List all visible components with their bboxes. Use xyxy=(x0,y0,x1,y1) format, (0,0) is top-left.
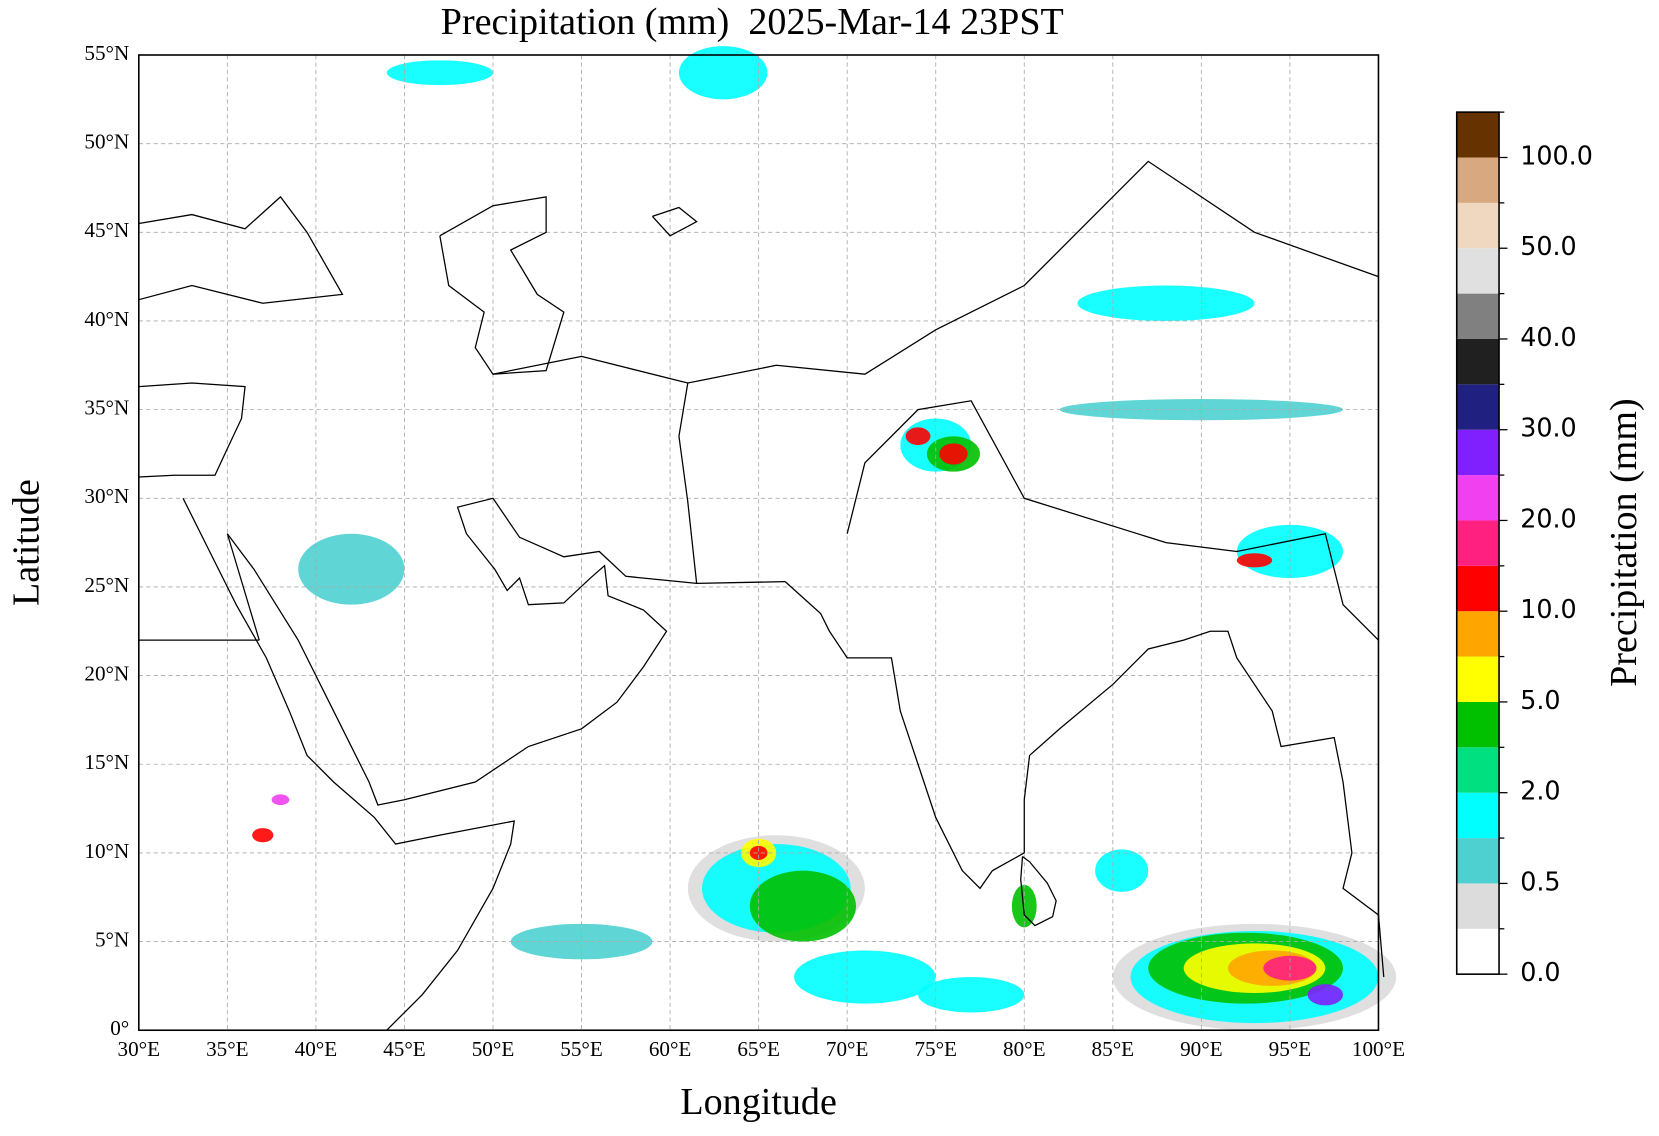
coastline xyxy=(492,160,1379,384)
x-tick-label: 55°E xyxy=(560,1037,603,1061)
colorbar-swatch xyxy=(1456,701,1500,748)
colorbar-tick-label: 0.5 xyxy=(1520,866,1560,896)
x-tick-label: 30°E xyxy=(118,1037,161,1061)
precip-area xyxy=(298,533,405,605)
precip-area xyxy=(510,923,653,960)
coastline xyxy=(226,497,786,806)
y-axis-label: Latitude xyxy=(6,479,48,606)
precip-area xyxy=(678,46,768,100)
colorbar-tick-label: 100.0 xyxy=(1520,140,1593,170)
y-tick-label: 50°N xyxy=(84,130,129,154)
coastline xyxy=(226,533,260,641)
x-tick-label: 75°E xyxy=(914,1037,957,1061)
x-tick-label: 80°E xyxy=(1003,1037,1046,1061)
x-tick-label: 100°E xyxy=(1352,1037,1405,1061)
precip-area xyxy=(1077,285,1255,321)
precipitation-field xyxy=(252,46,1397,1031)
coastline xyxy=(138,195,344,304)
colorbar-swatch xyxy=(1456,838,1500,884)
colorbar-swatch xyxy=(1456,429,1500,476)
colorbar-swatch xyxy=(1456,112,1500,158)
colorbar-tick-label: 20.0 xyxy=(1520,503,1577,533)
colorbar-swatch xyxy=(1456,384,1500,430)
y-tick-label: 45°N xyxy=(84,218,129,242)
colorbar-swatch xyxy=(1456,565,1500,612)
y-tick-label: 35°N xyxy=(84,395,129,419)
colorbar-tick-label: 30.0 xyxy=(1520,413,1577,443)
y-tick-label: 15°N xyxy=(84,750,129,774)
y-tick-label: 5°N xyxy=(95,927,129,951)
colorbar-frame xyxy=(1455,111,1500,975)
colorbar-tick-label: 50.0 xyxy=(1520,231,1577,261)
colorbar-tick-label: 5.0 xyxy=(1520,685,1560,715)
coastline xyxy=(846,400,1379,641)
x-tick-label: 90°E xyxy=(1180,1037,1223,1061)
x-tick-label: 50°E xyxy=(472,1037,515,1061)
colorbar-tick-label: 2.0 xyxy=(1520,776,1560,806)
colorbar-swatch xyxy=(1456,656,1500,702)
precip-area xyxy=(939,443,968,465)
colorbar-swatch xyxy=(1456,475,1500,521)
colorbar-swatch xyxy=(1456,338,1500,385)
precip-area xyxy=(794,950,936,1004)
precip-area xyxy=(905,427,931,446)
coastline xyxy=(784,581,1385,978)
graticule xyxy=(138,55,1379,1031)
precip-area xyxy=(918,977,1025,1013)
precip-area xyxy=(1236,553,1273,568)
colorbar-swatch xyxy=(1456,293,1500,339)
colorbar-swatch xyxy=(1456,883,1500,929)
x-tick-label: 85°E xyxy=(1092,1037,1135,1061)
y-tick-label: 40°N xyxy=(84,307,129,331)
colorbar: 0.0 0.5 2.0 5.0 10.0 20.0 30.0 40.0 50.0 100.0 xyxy=(1455,111,1593,987)
y-tick-label: 10°N xyxy=(84,839,129,863)
precip-area xyxy=(386,60,493,86)
precip-area xyxy=(1011,884,1037,928)
precip-area xyxy=(1095,849,1149,892)
precip-area xyxy=(1307,984,1344,1006)
y-tick-label: 55°N xyxy=(84,41,129,65)
colorbar-label: Precipitation (mm) xyxy=(1603,398,1645,687)
coastline xyxy=(651,206,698,237)
coastline xyxy=(678,382,698,584)
colorbar-swatch xyxy=(1456,157,1500,203)
precip-area xyxy=(252,828,274,843)
x-tick-label: 45°E xyxy=(383,1037,426,1061)
colorbar-swatch xyxy=(1456,202,1500,249)
map-frame xyxy=(138,54,1380,1032)
colorbar-swatch xyxy=(1456,248,1500,294)
colorbar-swatch xyxy=(1456,928,1500,975)
colorbar-swatch xyxy=(1456,611,1500,657)
coastlines xyxy=(138,160,1385,1031)
x-tick-label: 95°E xyxy=(1269,1037,1312,1061)
coastline xyxy=(1020,855,1057,927)
coastline xyxy=(182,498,516,1031)
precip-area xyxy=(271,794,290,806)
colorbar-tick-label: 40.0 xyxy=(1520,322,1577,352)
colorbar-swatch xyxy=(1456,747,1500,793)
x-tick-label: 60°E xyxy=(649,1037,692,1061)
colorbar-tick-label: 10.0 xyxy=(1520,594,1577,624)
precip-area xyxy=(749,870,857,942)
coastline xyxy=(439,196,565,375)
x-tick-label: 35°E xyxy=(206,1037,249,1061)
x-tick-label: 40°E xyxy=(295,1037,338,1061)
coastline xyxy=(138,382,246,478)
colorbar-swatch xyxy=(1456,520,1500,566)
map-title: Precipitation (mm) 2025-Mar-14 23PST xyxy=(441,1,1064,43)
x-tick-label: 65°E xyxy=(737,1037,780,1061)
colorbar-tick-label: 0.0 xyxy=(1520,957,1560,987)
y-tick-label: 20°N xyxy=(84,661,129,685)
y-tick-label: 0° xyxy=(110,1016,129,1040)
x-tick-label: 70°E xyxy=(826,1037,869,1061)
x-axis-label: Longitude xyxy=(680,1081,836,1123)
precip-area xyxy=(749,845,768,861)
colorbar-swatch xyxy=(1456,792,1500,839)
y-tick-label: 30°N xyxy=(84,484,129,508)
y-tick-label: 25°N xyxy=(84,573,129,597)
